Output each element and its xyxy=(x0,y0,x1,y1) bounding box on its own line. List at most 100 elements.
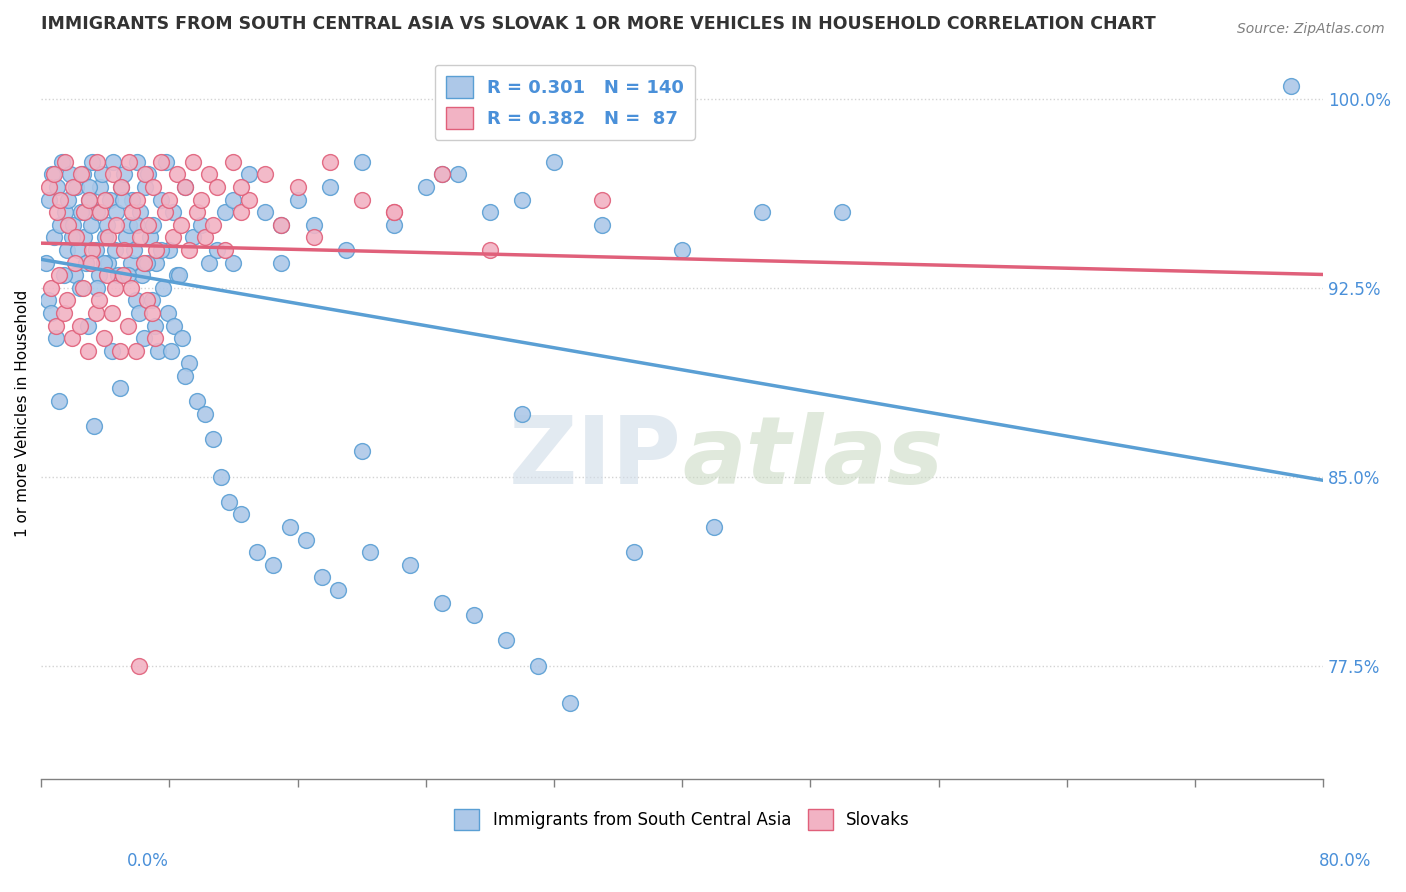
Point xyxy=(382,218,405,232)
Point xyxy=(174,368,197,383)
Point xyxy=(93,331,115,345)
Point xyxy=(117,268,139,282)
Point xyxy=(49,193,72,207)
Point xyxy=(100,343,122,358)
Point xyxy=(238,168,260,182)
Point xyxy=(58,193,80,207)
Point xyxy=(270,255,292,269)
Point xyxy=(254,168,277,182)
Point xyxy=(84,243,107,257)
Point xyxy=(155,154,177,169)
Point xyxy=(150,193,173,207)
Point xyxy=(104,281,127,295)
Point xyxy=(127,193,149,207)
Point xyxy=(41,168,63,182)
Point xyxy=(58,218,80,232)
Point xyxy=(430,596,453,610)
Point xyxy=(382,205,405,219)
Point xyxy=(80,218,103,232)
Point xyxy=(238,193,260,207)
Point xyxy=(153,205,176,219)
Point xyxy=(183,230,205,244)
Point xyxy=(100,306,122,320)
Point xyxy=(105,218,128,232)
Point xyxy=(65,180,87,194)
Point xyxy=(48,268,70,282)
Point xyxy=(591,218,613,232)
Point xyxy=(166,168,188,182)
Point xyxy=(270,218,292,232)
Point xyxy=(150,243,173,257)
Point xyxy=(495,633,517,648)
Point xyxy=(103,168,125,182)
Point xyxy=(108,382,131,396)
Point xyxy=(231,180,253,194)
Point xyxy=(53,154,76,169)
Point xyxy=(110,180,132,194)
Point xyxy=(231,205,253,219)
Point xyxy=(318,180,340,194)
Point xyxy=(62,218,84,232)
Point xyxy=(222,193,245,207)
Point xyxy=(66,243,89,257)
Point xyxy=(134,180,156,194)
Point xyxy=(91,168,114,182)
Point xyxy=(141,306,163,320)
Point xyxy=(65,230,87,244)
Point xyxy=(39,281,62,295)
Point xyxy=(96,218,118,232)
Point xyxy=(218,495,240,509)
Point xyxy=(127,154,149,169)
Point xyxy=(350,193,373,207)
Point xyxy=(398,558,420,572)
Point xyxy=(207,243,229,257)
Point xyxy=(87,268,110,282)
Text: Source: ZipAtlas.com: Source: ZipAtlas.com xyxy=(1237,22,1385,37)
Point xyxy=(350,154,373,169)
Point xyxy=(751,205,773,219)
Point xyxy=(38,193,60,207)
Point xyxy=(177,356,200,370)
Point xyxy=(214,243,236,257)
Point xyxy=(131,268,153,282)
Text: 80.0%: 80.0% xyxy=(1319,852,1371,870)
Point xyxy=(97,230,120,244)
Point xyxy=(70,168,93,182)
Point xyxy=(527,658,550,673)
Point xyxy=(60,331,83,345)
Point xyxy=(93,255,115,269)
Point xyxy=(97,255,120,269)
Point xyxy=(127,218,149,232)
Point xyxy=(160,343,183,358)
Point xyxy=(623,545,645,559)
Point xyxy=(84,306,107,320)
Point xyxy=(52,268,75,282)
Point xyxy=(350,444,373,458)
Point xyxy=(124,343,146,358)
Point xyxy=(214,205,236,219)
Point xyxy=(60,230,83,244)
Point xyxy=(302,218,325,232)
Text: IMMIGRANTS FROM SOUTH CENTRAL ASIA VS SLOVAK 1 OR MORE VEHICLES IN HOUSEHOLD COR: IMMIGRANTS FROM SOUTH CENTRAL ASIA VS SL… xyxy=(41,15,1156,33)
Point xyxy=(51,154,73,169)
Point xyxy=(37,293,59,308)
Point xyxy=(128,306,150,320)
Text: atlas: atlas xyxy=(682,411,943,503)
Point xyxy=(48,394,70,409)
Point xyxy=(55,293,77,308)
Point xyxy=(486,784,509,798)
Point xyxy=(177,243,200,257)
Point xyxy=(150,154,173,169)
Point xyxy=(122,243,145,257)
Point xyxy=(201,218,224,232)
Point xyxy=(82,243,104,257)
Point xyxy=(77,180,100,194)
Point xyxy=(42,230,65,244)
Point xyxy=(120,255,142,269)
Point xyxy=(703,520,725,534)
Point xyxy=(38,180,60,194)
Point xyxy=(318,154,340,169)
Point xyxy=(174,180,197,194)
Point xyxy=(82,154,104,169)
Point xyxy=(96,268,118,282)
